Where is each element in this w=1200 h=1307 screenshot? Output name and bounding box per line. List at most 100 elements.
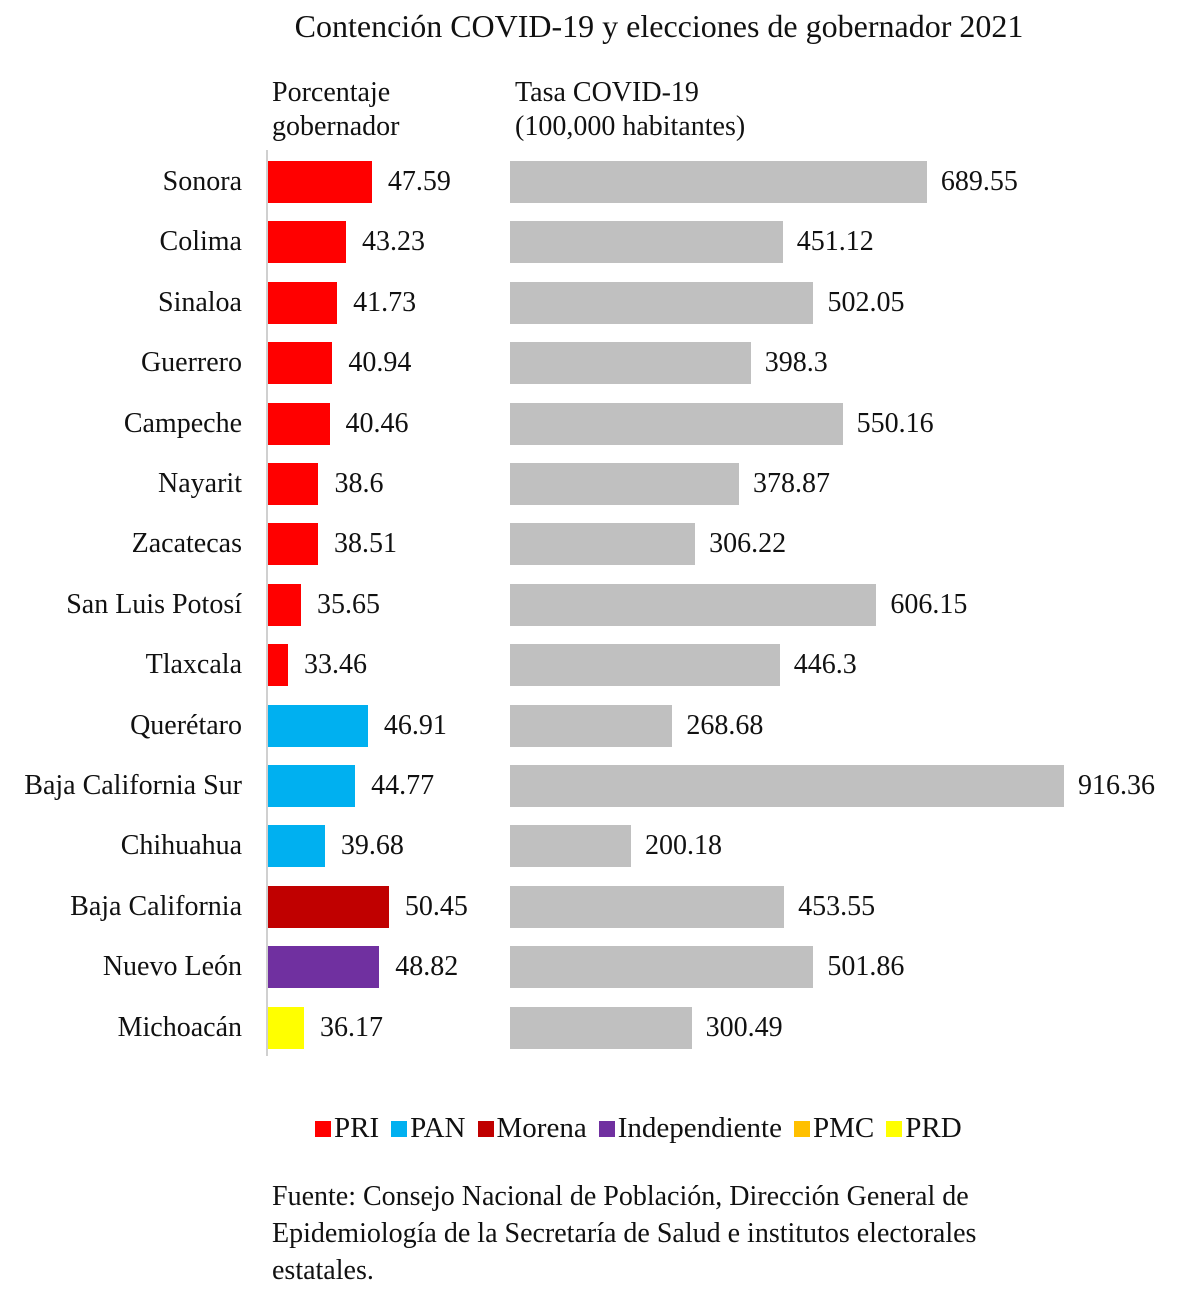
right-subtitle-line2: (100,000 habitantes) xyxy=(515,111,746,142)
state-label: Nuevo León xyxy=(102,951,242,983)
covid-rate-value: 689.55 xyxy=(940,166,1018,197)
governor-pct-bar xyxy=(268,523,318,566)
covid-rate-value: 916.36 xyxy=(1077,770,1155,801)
chart-row: Nuevo León 48.82 501.86 xyxy=(0,937,1200,997)
chart-row: Baja California Sur 44.77 916.36 xyxy=(0,756,1200,816)
covid-rate-bar xyxy=(510,523,696,566)
covid-rate-value: 606.15 xyxy=(890,588,968,620)
chart-row: Sinaloa 41.73 502.05 xyxy=(0,273,1200,333)
governor-pct-bar xyxy=(268,644,288,687)
covid-rate-bar xyxy=(510,161,927,203)
state-label: Nayarit xyxy=(158,468,242,499)
chart-row: Colima 43.23 451.12 xyxy=(0,212,1200,272)
legend-item: PMC xyxy=(793,1112,875,1145)
covid-rate-bar xyxy=(510,765,1064,807)
legend-swatch-icon xyxy=(391,1120,408,1137)
legend: PRI PAN Morena Independiente PMC PRD xyxy=(0,1112,1200,1145)
legend-item: PRD xyxy=(886,1112,962,1145)
source-note: Fuente: Consejo Nacional de Población, D… xyxy=(272,1181,977,1286)
covid-rate-value: 451.12 xyxy=(796,226,874,258)
governor-pct-value: 35.65 xyxy=(316,588,380,620)
legend-swatch-icon xyxy=(315,1120,331,1137)
legend-item: Morena xyxy=(477,1112,587,1145)
state-label: Baja California Sur xyxy=(24,770,242,801)
covid-rate-bar xyxy=(510,1006,692,1049)
governor-pct-value: 39.68 xyxy=(340,830,404,862)
governor-pct-value: 48.82 xyxy=(395,951,459,983)
left-subtitle-line1: Porcentaje xyxy=(272,77,391,108)
covid-rate-value: 550.16 xyxy=(856,407,934,439)
left-axis-line xyxy=(266,150,268,1056)
legend-label: Independiente xyxy=(617,1112,782,1144)
right-subtitle-line1: Tasa COVID-19 xyxy=(515,77,699,108)
covid-rate-bar xyxy=(510,825,631,868)
governor-pct-value: 33.46 xyxy=(303,649,367,681)
covid-rate-bar xyxy=(510,281,814,324)
governor-pct-value: 40.94 xyxy=(348,347,412,379)
chart-title: Contención COVID-19 y elecciones de gobe… xyxy=(294,8,1024,44)
governor-pct-value: 43.23 xyxy=(361,226,425,258)
covid-rate-value: 501.86 xyxy=(827,951,905,983)
legend-label: PMC xyxy=(812,1112,875,1144)
legend-item: PRI xyxy=(315,1112,379,1145)
covid-rate-bar xyxy=(510,583,877,626)
state-label: Querétaro xyxy=(130,709,242,741)
legend-label: PRI xyxy=(334,1112,380,1144)
covid-rate-value: 446.3 xyxy=(793,649,857,681)
covid-rate-value: 300.49 xyxy=(705,1011,783,1043)
legend-label: PAN xyxy=(410,1112,466,1144)
covid-rate-bar xyxy=(510,885,785,928)
chart-row: Baja California 50.45 453.55 xyxy=(0,877,1200,937)
state-label: Sonora xyxy=(162,166,242,197)
covid-rate-bar xyxy=(510,402,843,445)
governor-pct-value: 41.73 xyxy=(353,286,417,318)
covid-rate-value: 306.22 xyxy=(709,528,787,560)
governor-pct-value: 38.6 xyxy=(334,468,384,499)
state-label: San Luis Potosí xyxy=(66,588,242,620)
governor-pct-bar xyxy=(268,342,333,385)
governor-pct-bar xyxy=(268,161,372,203)
covid-rate-value: 502.05 xyxy=(827,286,905,318)
chart-row: Nayarit 38.6 378.87 xyxy=(0,454,1200,514)
governor-pct-bar xyxy=(268,281,338,324)
state-label: Zacatecas xyxy=(131,528,242,560)
governor-pct-value: 44.77 xyxy=(371,770,435,801)
state-label: Chihuahua xyxy=(120,830,242,862)
legend-item: Independiente xyxy=(598,1112,782,1145)
covid-rate-bar xyxy=(510,463,740,505)
chart-row: Chihuahua 39.68 200.18 xyxy=(0,816,1200,876)
chart-row: Tlaxcala 33.46 446.3 xyxy=(0,635,1200,695)
covid-rate-value: 268.68 xyxy=(686,709,764,741)
state-label: Sinaloa xyxy=(158,286,242,318)
governor-pct-bar xyxy=(268,704,368,747)
legend-label: Morena xyxy=(496,1112,587,1144)
chart-row: Michoacán 36.17 300.49 xyxy=(0,998,1200,1058)
chart-row: Querétaro 46.91 268.68 xyxy=(0,696,1200,756)
legend-swatch-icon xyxy=(886,1120,903,1137)
state-label: Guerrero xyxy=(140,347,242,379)
legend-label: PRD xyxy=(905,1112,962,1144)
governor-pct-bar xyxy=(268,885,389,928)
governor-pct-value: 36.17 xyxy=(320,1011,384,1043)
governor-pct-bar xyxy=(268,583,301,626)
governor-pct-bar xyxy=(268,221,346,264)
governor-pct-bar xyxy=(268,1006,305,1049)
chart-row: Sonora 47.59 689.55 xyxy=(0,152,1200,212)
state-label: Michoacán xyxy=(117,1011,242,1043)
governor-pct-value: 46.91 xyxy=(383,709,447,741)
chart-row: Guerrero 40.94 398.3 xyxy=(0,333,1200,393)
state-label: Campeche xyxy=(123,407,242,439)
chart-row: Campeche 40.46 550.16 xyxy=(0,394,1200,454)
covid-rate-value: 398.3 xyxy=(764,347,828,379)
governor-pct-bar xyxy=(268,765,356,807)
state-label: Colima xyxy=(159,226,242,258)
legend-swatch-icon xyxy=(598,1120,615,1137)
governor-pct-value: 40.46 xyxy=(345,407,409,439)
covid-rate-value: 200.18 xyxy=(645,830,722,862)
covid-rate-bar xyxy=(510,342,751,385)
left-subtitle-line2: gobernador xyxy=(272,111,400,142)
state-label: Tlaxcala xyxy=(145,649,242,681)
chart-row: San Luis Potosí 35.65 606.15 xyxy=(0,575,1200,635)
chart-row: Zacatecas 38.51 306.22 xyxy=(0,514,1200,574)
governor-pct-value: 38.51 xyxy=(333,528,397,560)
